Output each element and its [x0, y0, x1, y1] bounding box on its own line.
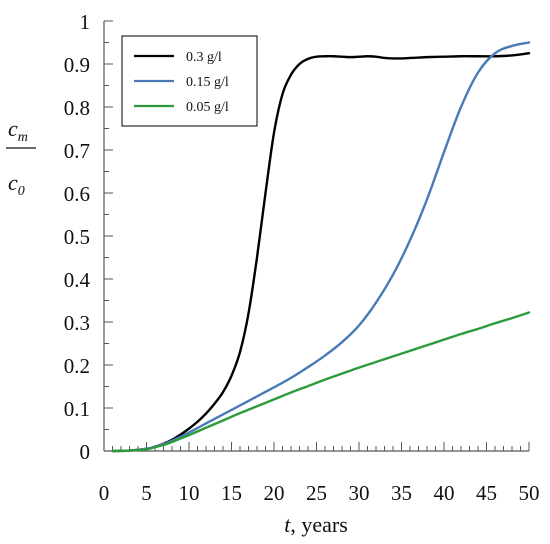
y-tick-label: 1: [80, 10, 91, 34]
y-tick-label: 0.8: [64, 96, 90, 120]
legend-label-0.05: 0.05 g/l: [186, 100, 229, 115]
series-line-0-05-g-l: [111, 311, 531, 453]
legend: 0.3 g/l 0.15 g/l 0.05 g/l: [121, 35, 258, 127]
x-tick-label: 45: [476, 481, 497, 505]
x-tick-label: 20: [264, 481, 285, 505]
series-layer: [111, 41, 531, 453]
series-line-0-3-g-l: [111, 52, 531, 453]
x-tick-label: 25: [306, 481, 327, 505]
x-tick-label: 30: [349, 481, 370, 505]
x-ticks: 0 5 10 15 20 25 30 35 40 45 50: [99, 442, 540, 505]
y-tick-label: 0.4: [64, 268, 91, 292]
x-tick-label: 40: [434, 481, 455, 505]
y-tick-label: 0.5: [64, 225, 90, 249]
y-tick-label: 0.6: [64, 182, 90, 206]
y-tick-label: 0.2: [64, 354, 90, 378]
y-tick-label: 0.7: [64, 139, 90, 163]
legend-label-0.15: 0.15 g/l: [186, 75, 229, 90]
y-tick-label: 0.9: [64, 53, 90, 77]
x-tick-label: 10: [179, 481, 200, 505]
y-label-denominator: c0: [8, 170, 25, 199]
x-tick-label: 15: [221, 481, 242, 505]
x-tick-label: 0: [99, 481, 110, 505]
y-tick-label: 0.3: [64, 311, 90, 335]
x-tick-label: 50: [519, 481, 540, 505]
x-tick-label: 5: [141, 481, 152, 505]
y-tick-label: 0.1: [64, 397, 90, 421]
y-axis-label: cm c0: [6, 116, 36, 199]
x-tick-label: 35: [391, 481, 412, 505]
y-tick-label: 0: [80, 440, 91, 464]
legend-label-0.3: 0.3 g/l: [186, 50, 222, 65]
y-ticks: 0 0.1 0.2 0.3 0.4 0.5 0.6 0.7 0.8 0.9 1: [64, 10, 113, 464]
x-axis-label: t, years: [284, 512, 348, 537]
y-label-numerator: cm: [8, 116, 28, 145]
